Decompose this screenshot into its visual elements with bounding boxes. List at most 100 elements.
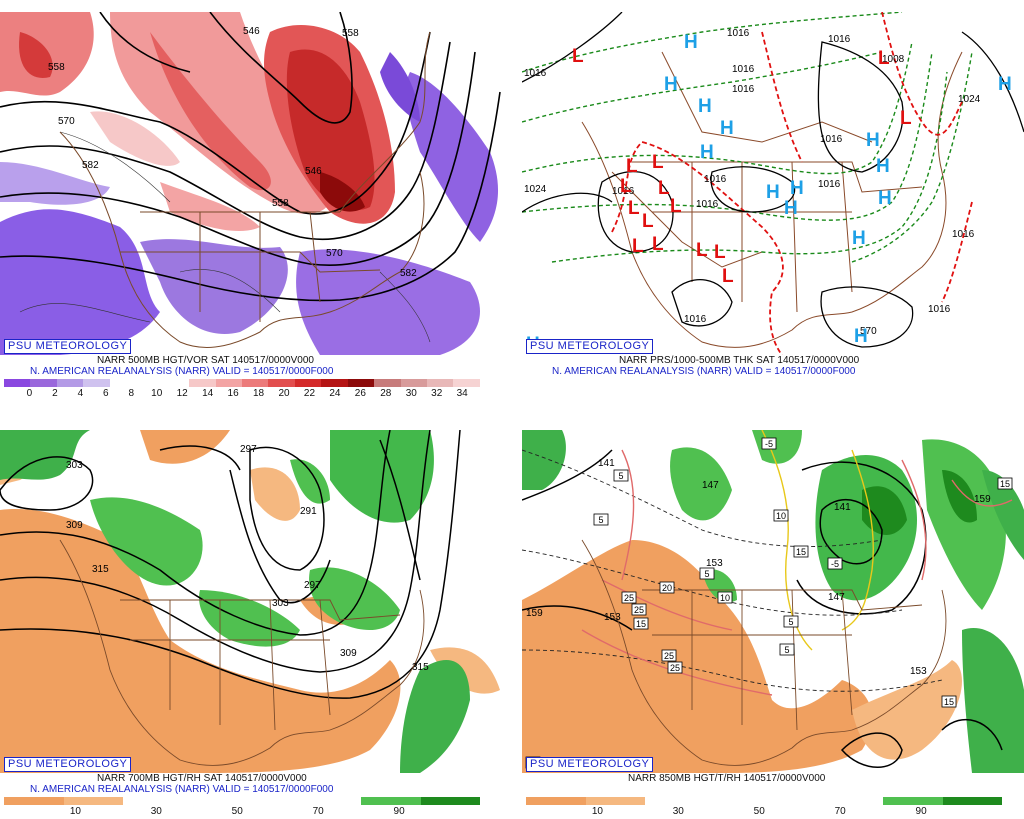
colorbar-swatch bbox=[30, 379, 57, 387]
temperature-label: 15 bbox=[1000, 479, 1010, 489]
high-pressure-marker: H bbox=[852, 228, 866, 249]
colorbar-tick-label: 16 bbox=[227, 388, 239, 399]
chart-title: NARR 850MB HGT/T/RH 140517/0000V000 bbox=[628, 773, 826, 784]
contour-label: 309 bbox=[340, 648, 357, 659]
colorbar-tick-label: 34 bbox=[456, 388, 468, 399]
high-pressure-marker: H bbox=[878, 188, 892, 209]
contour-label: 558 bbox=[342, 28, 359, 39]
high-pressure-marker: H bbox=[790, 178, 804, 199]
low-pressure-marker: L bbox=[900, 108, 912, 129]
isobar-label: 1016 bbox=[928, 304, 951, 315]
colorbar-swatch bbox=[242, 797, 302, 805]
isobar-label: 570 bbox=[860, 326, 877, 337]
temperature-label: -5 bbox=[831, 559, 839, 569]
colorbar bbox=[4, 797, 480, 805]
contour-label: 297 bbox=[304, 580, 321, 591]
low-pressure-marker: L bbox=[620, 176, 632, 197]
colorbar-swatch bbox=[182, 797, 242, 805]
contour-label: 570 bbox=[58, 116, 75, 127]
colorbar-swatch bbox=[321, 379, 348, 387]
colorbar-tick-label: 20 bbox=[278, 388, 290, 399]
colorbar-tick-label: 32 bbox=[431, 388, 443, 399]
isobar-label: 1016 bbox=[828, 34, 851, 45]
isobar-label: 1024 bbox=[524, 184, 547, 195]
colorbar-tick-label: 22 bbox=[303, 388, 316, 399]
colorbar-tick-label: 70 bbox=[834, 806, 846, 817]
contour-label: 546 bbox=[243, 26, 260, 37]
thickness-map: 1016 1016 1016 1016 1016 1008 1024 1016 … bbox=[522, 12, 1024, 355]
isobar-label: 1016 bbox=[727, 28, 750, 39]
low-pressure-marker: L bbox=[626, 156, 638, 177]
contour-label: 546 bbox=[305, 166, 322, 177]
contour-label: 303 bbox=[272, 598, 289, 609]
panel-700mb-rh: 303 309 315 297 291 297 303 309 315 PSU … bbox=[0, 418, 502, 817]
temperature-label: 5 bbox=[598, 515, 603, 525]
contour-label: 309 bbox=[66, 520, 83, 531]
isobar-label: 1016 bbox=[684, 314, 707, 325]
colorbar-swatch bbox=[883, 797, 943, 805]
temperature-label: -5 bbox=[765, 439, 773, 449]
rh850-map: 141 147 153 159 153 147 153 141 159 -5 -5… bbox=[522, 430, 1024, 773]
colorbar-ticks: 0 2 4 6 8 10 12 14 16 18 20 22 24 26 28 30 32 34 bbox=[4, 388, 480, 400]
contour-label: 153 bbox=[910, 666, 927, 677]
temperature-label: 5 bbox=[784, 645, 789, 655]
chart-valid-line: N. AMERICAN REALANALYSIS (NARR) VALID = … bbox=[30, 366, 334, 377]
colorbar-swatch bbox=[241, 379, 269, 387]
contour-label: 147 bbox=[702, 480, 719, 491]
temperature-labels: -5-555551010151515151520252525255 bbox=[525, 437, 1013, 769]
low-pressure-marker: L bbox=[722, 266, 734, 287]
contour-label: 159 bbox=[526, 608, 543, 619]
isobar-label: 1016 bbox=[524, 68, 547, 79]
temperature-label: 5 bbox=[788, 617, 793, 627]
colorbar-swatch bbox=[123, 797, 183, 805]
temperature-label-box bbox=[827, 557, 843, 570]
temperature-label: 20 bbox=[662, 583, 672, 593]
colorbar-tick-label: 8 bbox=[128, 388, 135, 399]
temperature-label: 25 bbox=[624, 593, 634, 603]
high-pressure-marker: H bbox=[700, 142, 714, 163]
chart-title: NARR 700MB HGT/RH SAT 140517/0000V000 bbox=[97, 773, 307, 784]
temperature-label: 15 bbox=[796, 547, 806, 557]
panel-500mb-vorticity: 546 558 558 570 582 558 570 582 546 PSU … bbox=[0, 0, 502, 399]
temperature-label-box bbox=[699, 567, 715, 580]
colorbar-swatch bbox=[764, 797, 824, 805]
colorbar-tick-label: 30 bbox=[672, 806, 684, 817]
isobar-label: 1016 bbox=[820, 134, 843, 145]
colorbar-swatch bbox=[268, 379, 295, 387]
temperature-label-box bbox=[793, 545, 809, 558]
colorbar-swatch bbox=[823, 797, 883, 805]
temperature-label: 25 bbox=[670, 663, 680, 673]
colorbar-swatch bbox=[162, 379, 190, 387]
colorbar-swatch bbox=[645, 797, 705, 805]
isobar-label: 1008 bbox=[882, 54, 905, 65]
low-pressure-marker: L bbox=[642, 211, 654, 232]
colorbar-swatch bbox=[83, 379, 110, 387]
colorbar-ticks: 10 30 50 70 90 bbox=[526, 806, 1002, 818]
temperature-label: 5 bbox=[618, 471, 623, 481]
isobar-label: 1024 bbox=[958, 94, 981, 105]
low-pressure-marker: L bbox=[696, 240, 708, 261]
temperature-label-box bbox=[659, 581, 675, 594]
low-pressure-marker: L bbox=[652, 152, 664, 173]
colorbar-tick-label: 90 bbox=[915, 806, 927, 817]
low-pressure-marker: L bbox=[878, 48, 890, 69]
colorbar-swatch bbox=[585, 797, 645, 805]
high-pressure-marker: H bbox=[698, 96, 712, 117]
isobar-label: 1016 bbox=[704, 174, 727, 185]
high-pressure-marker: H bbox=[854, 326, 868, 347]
colorbar-tick-label: 30 bbox=[150, 806, 162, 817]
contour-label: 315 bbox=[92, 564, 109, 575]
temperature-label: 25 bbox=[634, 605, 644, 615]
colorbar-swatch bbox=[347, 379, 375, 387]
psu-badge: PSU METEOROLOGY bbox=[4, 339, 132, 354]
colorbar-tick-label: 6 bbox=[103, 388, 109, 399]
contour-label: 159 bbox=[974, 494, 991, 505]
colorbar-swatch bbox=[420, 797, 480, 805]
temperature-label-box bbox=[667, 661, 683, 674]
low-pressure-marker: L bbox=[632, 236, 644, 257]
colorbar-swatch bbox=[453, 379, 480, 387]
temperature-label-box bbox=[779, 643, 795, 656]
temperature-label-box bbox=[631, 603, 647, 616]
low-pressure-marker: L bbox=[670, 196, 682, 217]
colorbar-swatch bbox=[215, 379, 242, 387]
